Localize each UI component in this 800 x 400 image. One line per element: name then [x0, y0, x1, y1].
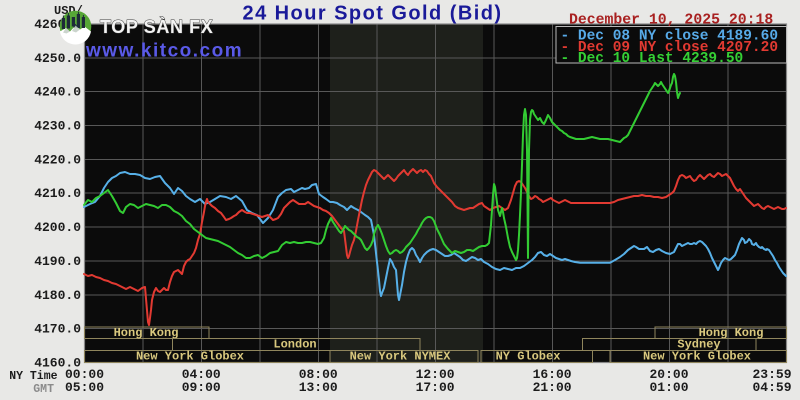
svg-text:09:00: 09:00 — [182, 380, 221, 395]
svg-text:13:00: 13:00 — [299, 380, 338, 395]
svg-text:20:00: 20:00 — [649, 367, 688, 382]
svg-text:08:00: 08:00 — [299, 367, 338, 382]
svg-text:00:00: 00:00 — [65, 367, 104, 382]
svg-text:17:00: 17:00 — [416, 380, 455, 395]
svg-text:GMT: GMT — [33, 383, 54, 396]
svg-text:4160.0: 4160.0 — [34, 356, 81, 371]
svg-text:December 10, 2025 20:18: December 10, 2025 20:18 — [569, 13, 773, 29]
svg-text:4200.0: 4200.0 — [34, 220, 81, 235]
svg-text:4230.0: 4230.0 — [34, 119, 81, 134]
svg-text:New York Globex: New York Globex — [136, 350, 244, 364]
svg-text:New York Globex: New York Globex — [643, 350, 751, 364]
svg-text:- Dec 08 NY close 4189.60: - Dec 08 NY close 4189.60 — [561, 29, 779, 45]
svg-text:www.kitco.com: www.kitco.com — [85, 41, 243, 62]
svg-text:4190.0: 4190.0 — [34, 254, 81, 269]
svg-text:Hong Kong: Hong Kong — [699, 326, 764, 340]
svg-text:04:00: 04:00 — [182, 367, 221, 382]
svg-text:- Dec 10 Last 4239.50: - Dec 10 Last 4239.50 — [561, 51, 744, 67]
svg-text:4210.0: 4210.0 — [34, 186, 81, 201]
svg-text:21:00: 21:00 — [533, 380, 572, 395]
svg-text:Hong Kong: Hong Kong — [114, 326, 179, 340]
svg-text:12:00: 12:00 — [416, 367, 455, 382]
svg-text:Sydney: Sydney — [677, 338, 720, 352]
svg-text:- Dec 09 NY close 4207.20: - Dec 09 NY close 4207.20 — [561, 40, 779, 56]
svg-text:NY Time: NY Time — [9, 370, 57, 383]
svg-text:4170.0: 4170.0 — [34, 322, 81, 337]
svg-text:New York NYMEX: New York NYMEX — [350, 350, 452, 364]
svg-text:24 Hour Spot Gold (Bid): 24 Hour Spot Gold (Bid) — [243, 3, 503, 25]
svg-text:01:00: 01:00 — [649, 380, 688, 395]
svg-text:05:00: 05:00 — [65, 380, 104, 395]
svg-text:4220.0: 4220.0 — [34, 152, 81, 167]
svg-text:04:59: 04:59 — [752, 380, 791, 395]
svg-text:4180.0: 4180.0 — [34, 288, 81, 303]
svg-text:4240.0: 4240.0 — [34, 85, 81, 100]
svg-text:16:00: 16:00 — [533, 367, 572, 382]
svg-text:London: London — [273, 338, 316, 352]
svg-text:TOP SÀN FX: TOP SÀN FX — [100, 16, 213, 37]
svg-text:23:59: 23:59 — [752, 367, 791, 382]
svg-text:NY Globex: NY Globex — [496, 350, 561, 364]
svg-text:4250.0: 4250.0 — [34, 51, 81, 66]
